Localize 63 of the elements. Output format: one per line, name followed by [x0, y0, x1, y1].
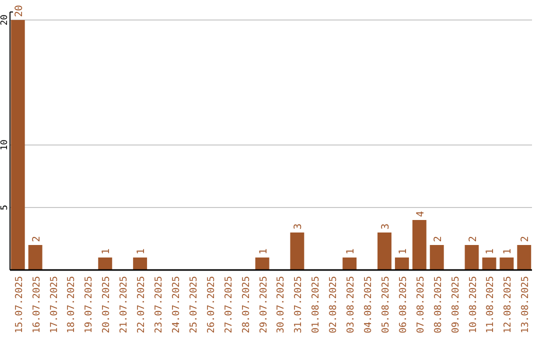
x-tick-label: 21.07.2025 [118, 276, 130, 334]
x-tick-label: 28.07.2025 [240, 276, 252, 334]
x-tick-label: 23.07.2025 [154, 276, 165, 334]
data-label: 1 [258, 248, 270, 254]
data-label: 1 [346, 248, 357, 254]
x-tick-label: 31.07.2025 [293, 276, 304, 334]
x-tick-label: 24.07.2025 [170, 276, 182, 334]
x-tick-label: 16.07.2025 [31, 276, 42, 334]
x-tick-label: 26.07.2025 [206, 276, 217, 334]
x-tick-label: 10.08.2025 [468, 276, 479, 334]
data-label: 2 [31, 236, 42, 242]
data-label: 3 [293, 223, 304, 230]
bar [255, 258, 270, 270]
bar [290, 232, 304, 270]
x-tick-label: 15.07.2025 [14, 276, 25, 334]
x-tick-label: 01.08.2025 [310, 276, 322, 334]
data-label: 1 [136, 248, 148, 254]
x-tick-label: 22.07.2025 [136, 276, 148, 334]
bar [98, 258, 112, 270]
x-tick-label: 30.07.2025 [276, 276, 287, 334]
y-tick-label: 10 [0, 140, 10, 150]
bar [412, 220, 426, 270]
x-tick-label: 27.07.2025 [223, 276, 234, 334]
x-tick-label: 07.08.2025 [415, 276, 426, 334]
data-label: 2 [468, 236, 479, 242]
bar [10, 20, 25, 270]
x-tick-label: 29.07.2025 [258, 276, 270, 334]
bar [500, 258, 514, 270]
y-tick-label: 20 [0, 14, 10, 26]
bar [377, 232, 392, 270]
x-tick-label: 19.07.2025 [84, 276, 95, 334]
x-tick-label: 25.07.2025 [188, 276, 200, 334]
bar [394, 258, 409, 270]
bar [517, 245, 532, 270]
bar [28, 245, 42, 270]
data-label: 1 [101, 248, 112, 254]
bar [133, 258, 148, 270]
x-tick-label: 06.08.2025 [398, 276, 409, 334]
x-tick-label: 09.08.2025 [450, 276, 462, 334]
data-label: 1 [398, 248, 409, 254]
x-tick-label: 04.08.2025 [363, 276, 374, 334]
data-label: 1 [502, 248, 514, 254]
bar [342, 258, 357, 270]
x-tick-label: 12.08.2025 [502, 276, 514, 334]
data-label: 1 [485, 248, 496, 254]
data-label: 4 [415, 210, 426, 217]
x-tick-label: 11.08.2025 [485, 276, 496, 334]
data-label: 2 [432, 236, 444, 242]
x-tick-label: 05.08.2025 [380, 276, 392, 334]
data-label: 20 [14, 4, 25, 17]
x-tick-label: 18.07.2025 [66, 276, 78, 334]
data-label: 3 [380, 223, 392, 230]
bar [482, 258, 496, 270]
x-tick-label: 03.08.2025 [346, 276, 357, 334]
bar [464, 245, 479, 270]
bar [430, 245, 444, 270]
y-tick-label: 5 [0, 204, 10, 210]
x-tick-label: 20.07.2025 [101, 276, 112, 334]
x-tick-label: 17.07.2025 [48, 276, 60, 334]
x-tick-label: 08.08.2025 [432, 276, 444, 334]
x-tick-label: 02.08.2025 [328, 276, 340, 334]
data-label: 2 [520, 236, 532, 242]
x-tick-label: 13.08.2025 [520, 276, 532, 334]
